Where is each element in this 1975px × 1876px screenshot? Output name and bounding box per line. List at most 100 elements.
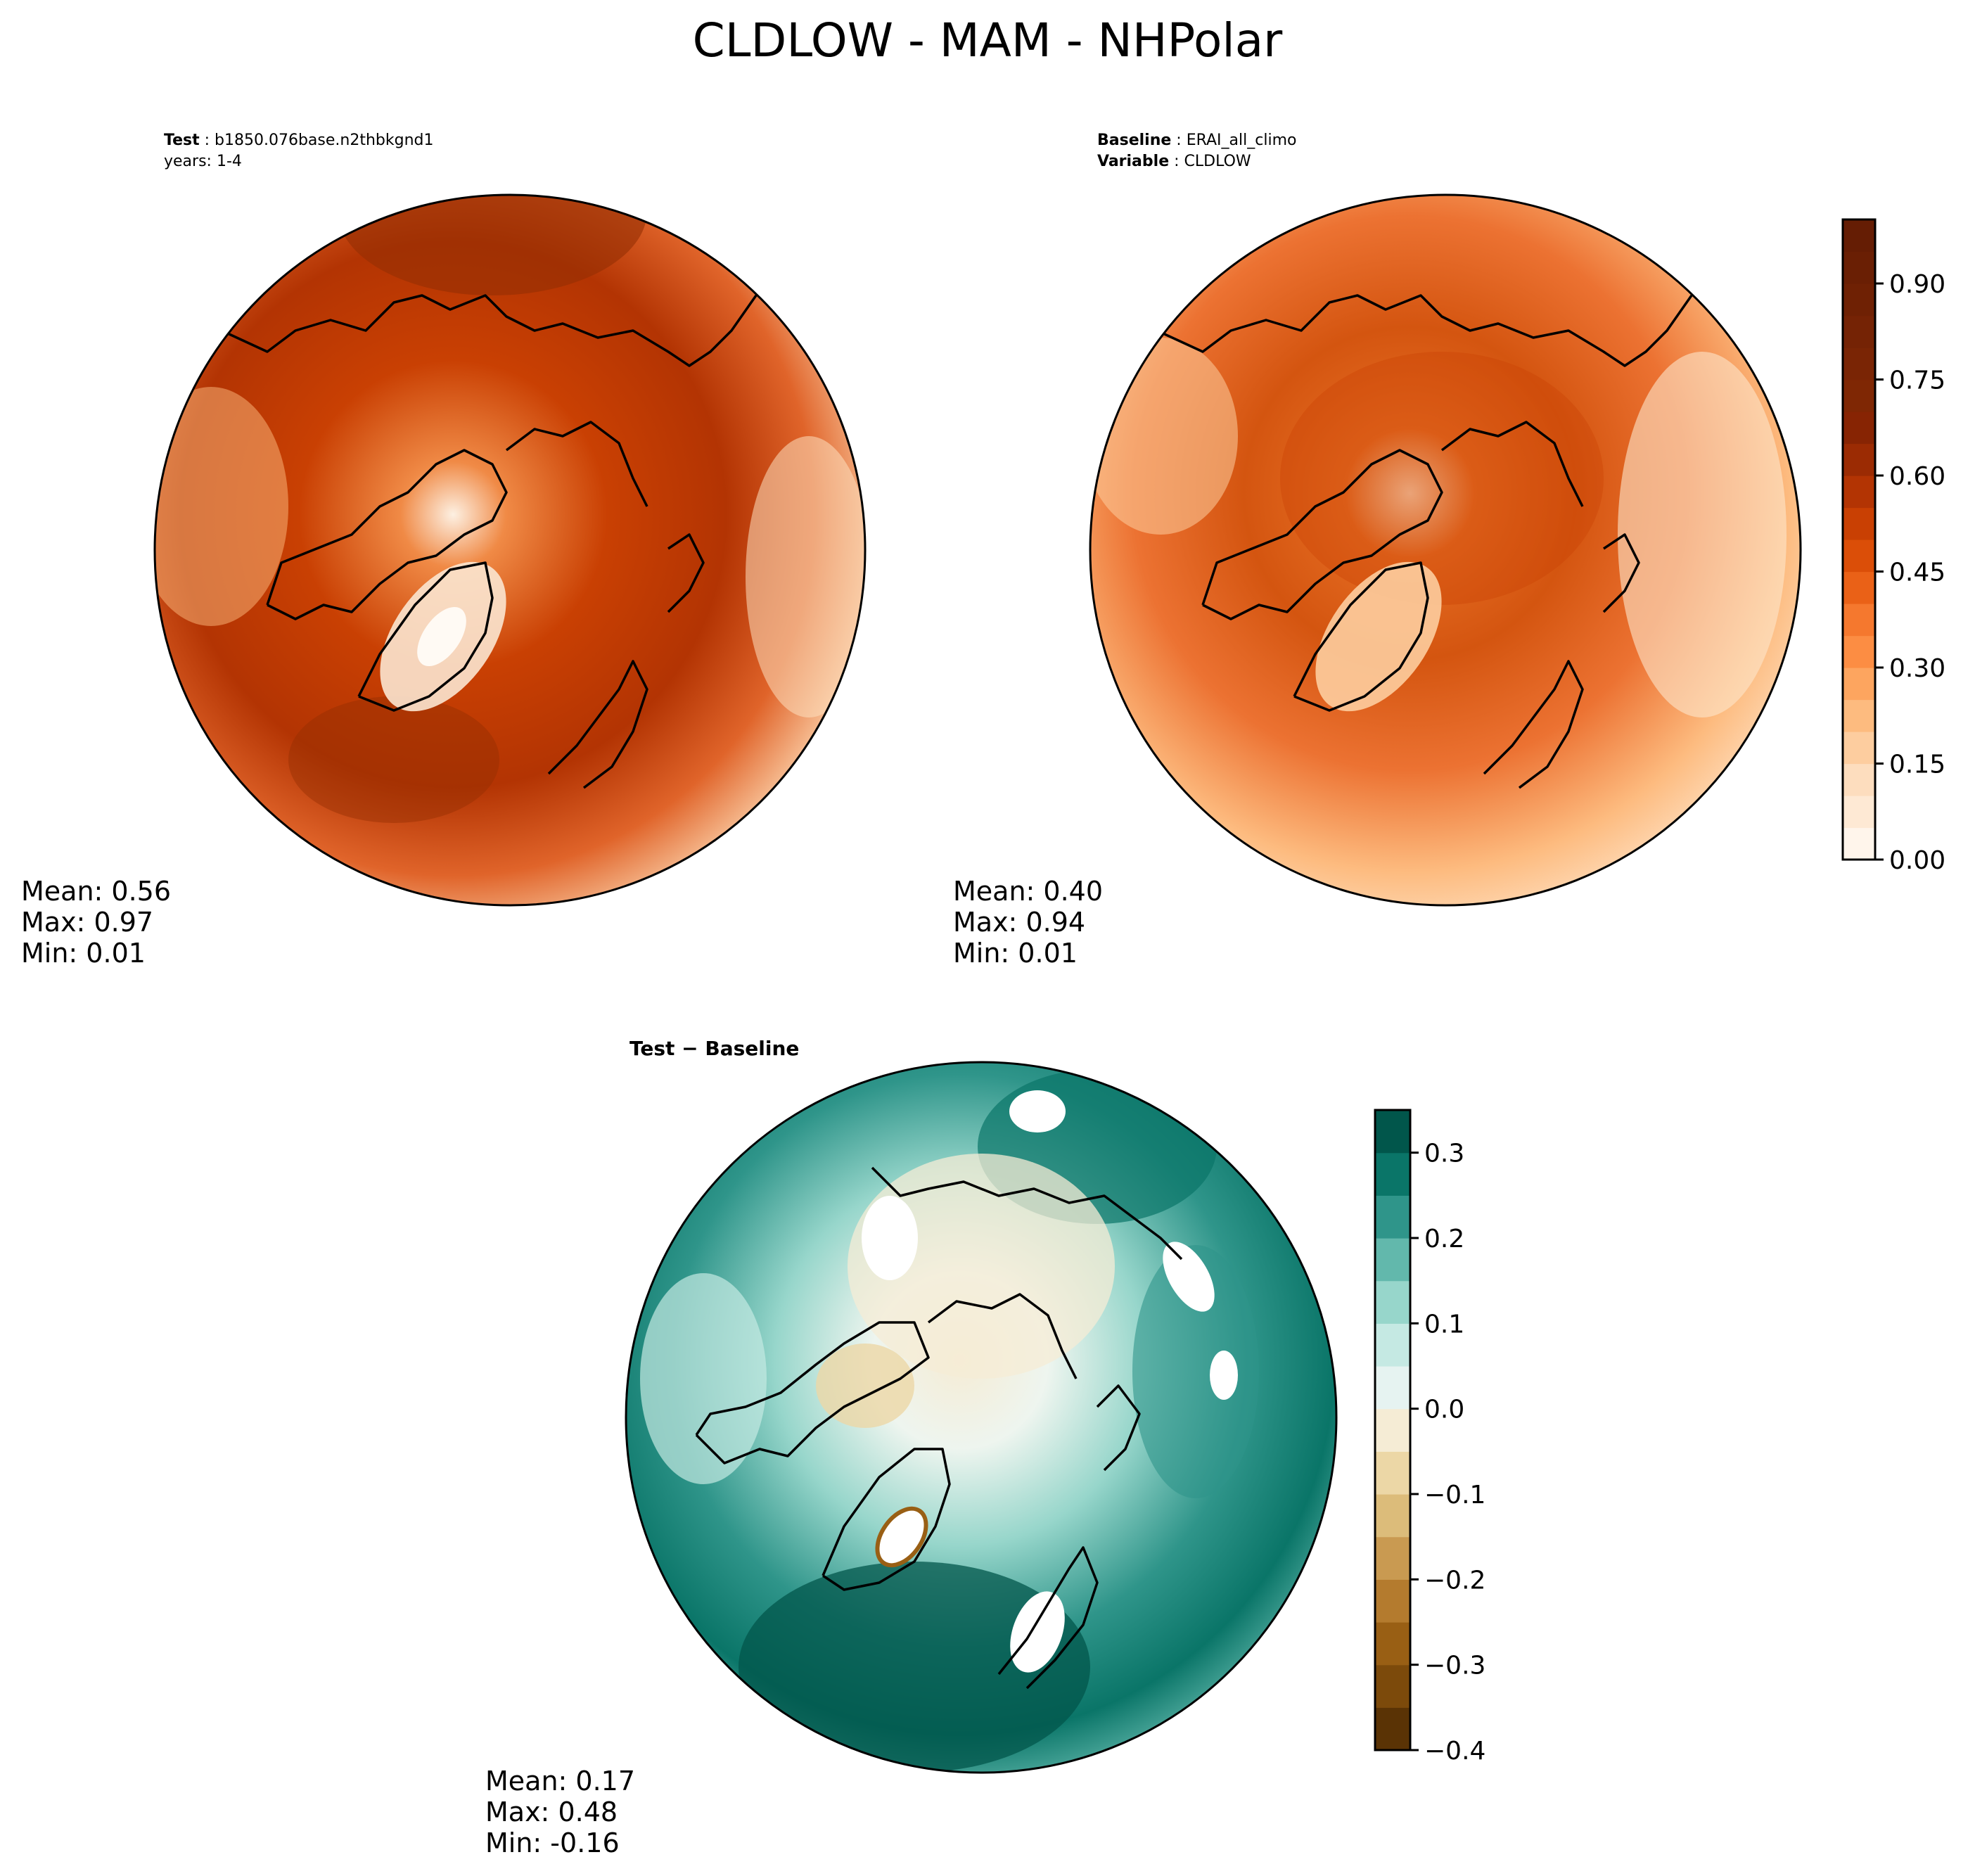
coastlines [1156,294,1693,789]
panel-test-mean: Mean: 0.56 [21,876,171,907]
colorbar-frame [1374,1109,1412,1751]
colorbar-tick-label: 0.30 [1889,654,1945,683]
colorbar-swatch [1375,1280,1410,1324]
panel-difference-max: Max: 0.48 [485,1797,618,1827]
colorbar-swatch [1843,315,1875,348]
map-test-band [288,696,499,823]
map-difference-missing [862,1196,918,1280]
header-key: Baseline [1097,132,1171,149]
panel-difference-header: Test − Baseline [629,1037,799,1060]
colorbar-tick-label: −0.2 [1424,1566,1485,1595]
coast-eurasia [221,294,758,367]
colorbar-swatch [1375,1408,1410,1452]
colorbar-swatch [1843,796,1875,829]
colorbar-swatch [1843,507,1875,540]
colorbar-swatch [1843,251,1875,284]
colorbar-absolute: 0.00 0.15 0.30 0.45 0.60 0.75 0.90 [1841,218,1945,875]
header-value: CLDLOW [1184,153,1251,170]
coastlines [221,294,758,789]
coast-scandinavia [997,1546,1099,1690]
colorbar-swatch [1375,1707,1410,1751]
colorbar-swatch [1375,1152,1410,1196]
coast-siberia [1096,1384,1141,1472]
map-baseline-field [1090,195,1801,905]
colorbar-swatch [1843,283,1875,317]
colorbar-swatch [1843,827,1875,860]
coast-eurasia [871,1166,1183,1261]
colorbar-tick-label: 0.00 [1889,846,1945,875]
header-colon: : [1171,132,1186,149]
map-difference-missing [1010,1591,1065,1673]
map-test [155,195,865,905]
panel-difference-mean: Mean: 0.17 [485,1766,635,1797]
panel-baseline-mean: Mean: 0.40 [953,876,1103,907]
map-baseline-greenland [1315,561,1442,712]
panel-baseline-min: Min: 0.01 [953,938,1078,969]
colorbar-swatch [1843,411,1875,445]
panel-test-header-1: Test : b1850.076base.n2thbkgnd1 [164,132,434,149]
map-baseline-band [1090,338,1238,535]
map-baseline-band [1280,352,1604,605]
panel-test-header-2: years: 1-4 [164,153,242,170]
header-key: Variable [1097,153,1169,170]
colorbar-tick-label: 0.90 [1889,270,1945,299]
colorbar-swatch [1843,443,1875,476]
colorbar-swatch [1375,1579,1410,1623]
colorbar-tick-label: 0.60 [1889,462,1945,491]
coast-arctic-rim [1440,421,1584,507]
figure-title: CLDLOW - MAM - NHPolar [693,13,1283,68]
colorbar-tick-label: −0.4 [1424,1737,1485,1766]
coast-siberia [1602,533,1640,613]
coastlines [695,1166,1183,1690]
coast-greenland [357,561,494,712]
colorbar-tick-label: 0.15 [1889,751,1945,779]
colorbar-tick-label: 0.45 [1889,559,1945,587]
colorbar-difference: −0.4 −0.3 −0.2 −0.1 0.0 0.1 0.2 0.3 [1374,1109,1485,1766]
map-baseline-band [1618,352,1787,717]
map-baseline-outline [1089,193,1802,907]
coast-canada [695,1321,930,1465]
colorbar-swatch [1375,1323,1410,1367]
colorbar-frame [1841,218,1877,861]
colorbar-swatch [1375,1366,1410,1410]
coast-canada [266,449,508,620]
map-difference-greenland-low [875,1506,928,1568]
colorbar-swatch [1843,732,1875,765]
panel-test: Test : b1850.076base.n2thbkgnd1 years: 1… [21,132,867,969]
colorbar-swatch [1375,1451,1410,1495]
colorbar-swatch [1375,1238,1410,1282]
colorbar-swatch [1375,1622,1410,1666]
colorbar-swatch [1843,347,1875,381]
header-value: b1850.076base.n2thbkgnd1 [215,132,433,149]
colorbar-swatch [1843,668,1875,701]
map-difference-missing [1009,1090,1066,1132]
map-baseline [1090,195,1801,905]
colorbar-tick-label: 0.3 [1424,1140,1464,1168]
colorbar-tick-label: 0.2 [1424,1225,1464,1253]
colorbar-tick-label: −0.1 [1424,1481,1485,1510]
colorbar-swatch [1843,604,1875,637]
coast-arctic-rim [505,421,648,507]
colorbar-swatch [1843,379,1875,412]
coast-siberia [667,533,705,613]
coast-canada [1201,449,1443,620]
colorbar-swatch [1843,476,1875,509]
map-test-band [155,387,288,626]
map-test-field [155,195,865,905]
colorbar-swatch [1375,1494,1410,1538]
map-difference-outline [625,1061,1338,1774]
header-key: Test [164,132,200,149]
colorbar-tick-label: 0.75 [1889,366,1945,395]
colorbar-swatch [1843,540,1875,573]
map-difference-band [640,1273,767,1484]
panel-difference: Test − Baseline Mean [485,1037,1338,1858]
colorbar-swatch [1843,699,1875,732]
map-difference-missing [1210,1351,1238,1400]
panel-baseline-header-1: Baseline : ERAI_all_climo [1097,132,1296,149]
colorbar-swatch [1843,571,1875,604]
colorbar-swatch [1375,1664,1410,1708]
colorbar-swatch [1843,635,1875,668]
map-test-band [338,195,647,295]
panel-difference-min: Min: -0.16 [485,1827,620,1858]
header-colon: : [200,132,215,149]
